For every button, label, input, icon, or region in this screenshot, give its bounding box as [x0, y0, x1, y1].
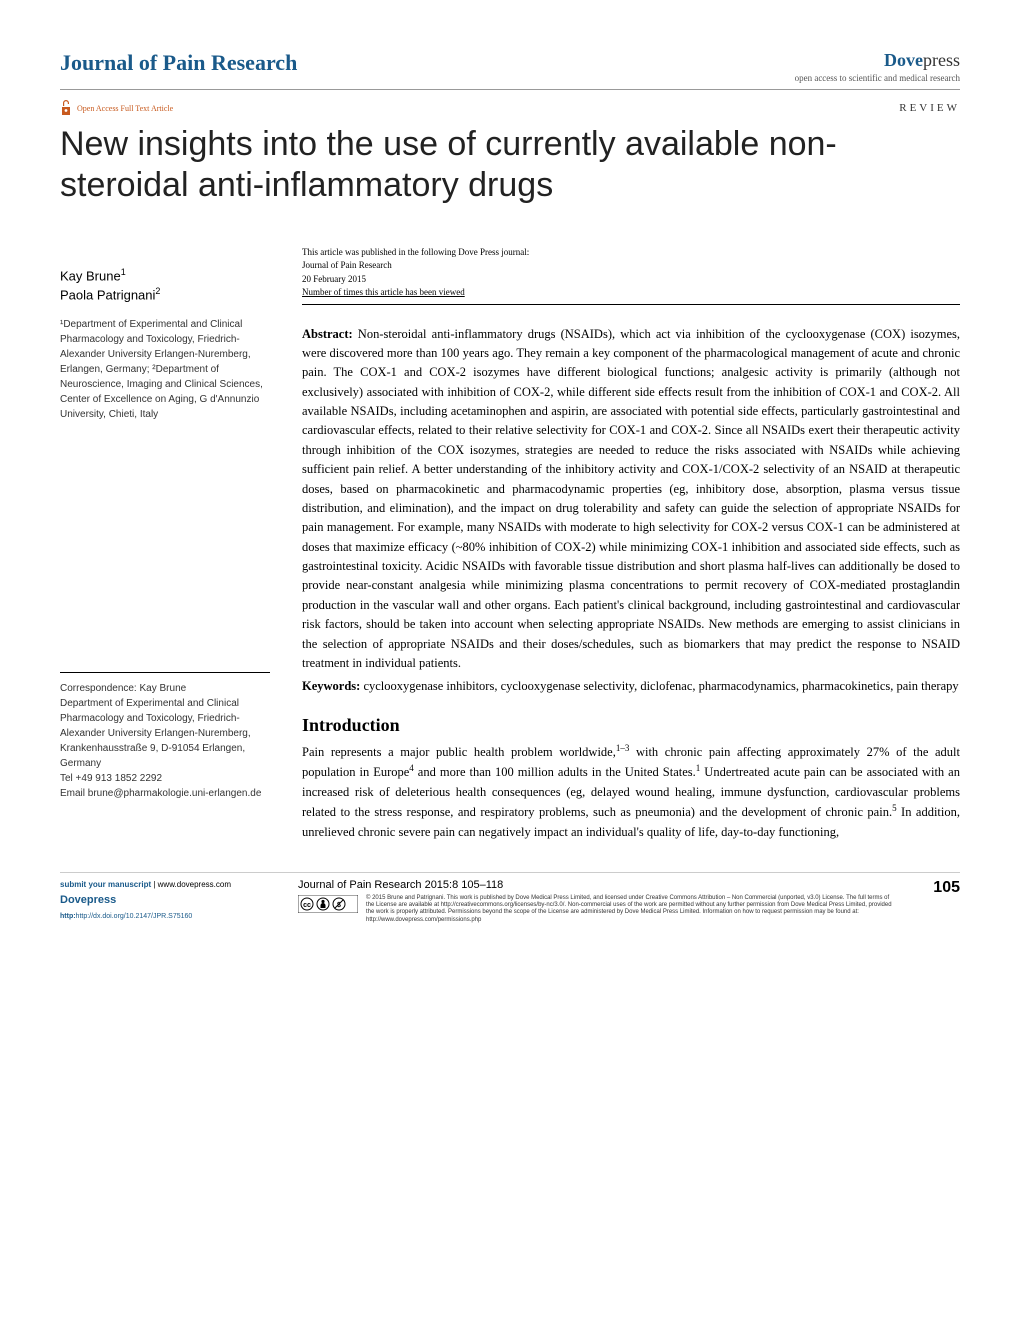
journal-name: Journal of Pain Research	[60, 50, 297, 76]
keywords-label: Keywords:	[302, 679, 360, 693]
authors-block: Kay Brune1 Paola Patrignani2	[60, 266, 270, 306]
article-type: REVIEW	[899, 102, 960, 114]
footer-left: submit your manuscript | www.dovepress.c…	[60, 879, 270, 921]
author-1-name: Kay Brune	[60, 268, 121, 283]
page-footer: submit your manuscript | www.dovepress.c…	[60, 872, 960, 924]
footer-doi[interactable]: http:http://dx.doi.org/10.2147/JPR.S7516…	[60, 912, 270, 922]
abstract-label: Abstract:	[302, 327, 353, 341]
open-access-icon	[60, 100, 72, 116]
publication-info: This article was published in the follow…	[302, 246, 960, 305]
publisher-block: Dovepress open access to scientific and …	[795, 50, 960, 83]
correspondence: Correspondence: Kay Brune Department of …	[60, 672, 270, 801]
pub-info-views-link[interactable]: Number of times this article has been vi…	[302, 286, 960, 300]
intro-text: Pain represents a major public health pr…	[302, 742, 960, 842]
affiliations: ¹Department of Experimental and Clinical…	[60, 317, 270, 422]
pub-info-line2: Journal of Pain Research	[302, 259, 960, 273]
author-2-sup: 2	[155, 286, 160, 296]
footer-dovepress[interactable]: Dovepress	[60, 893, 270, 908]
page-header: Journal of Pain Research Dovepress open …	[60, 50, 960, 90]
open-access-badge: Open Access Full Text Article	[60, 100, 173, 116]
intro-heading: Introduction	[302, 715, 960, 736]
publisher-dove: Dove	[884, 50, 923, 70]
cc-license-icon: cc $	[298, 895, 358, 913]
page-number: 105	[920, 879, 960, 897]
author-1: Kay Brune1	[60, 266, 270, 286]
abstract-text: Non-steroidal anti-inflammatory drugs (N…	[302, 327, 960, 670]
publisher-press: press	[923, 50, 960, 70]
footer-license-text: © 2015 Brune and Patrignani. This work i…	[366, 895, 892, 924]
pub-info-line3: 20 February 2015	[302, 273, 960, 287]
footer-submit-link[interactable]: submit your manuscript	[60, 880, 151, 889]
footer-submit-url: | www.dovepress.com	[151, 880, 231, 889]
subheader-row: Open Access Full Text Article REVIEW	[60, 100, 960, 116]
right-column: This article was published in the follow…	[302, 246, 960, 842]
footer-citation: Journal of Pain Research 2015:8 105–118	[298, 879, 892, 891]
svg-text:cc: cc	[303, 902, 311, 909]
keywords: Keywords: cyclooxygenase inhibitors, cyc…	[302, 677, 960, 696]
left-column: Kay Brune1 Paola Patrignani2 ¹Department…	[60, 246, 270, 842]
pub-info-line1: This article was published in the follow…	[302, 246, 960, 260]
open-access-label: Open Access Full Text Article	[77, 104, 173, 113]
footer-middle: Journal of Pain Research 2015:8 105–118 …	[298, 879, 892, 924]
publisher-tagline: open access to scientific and medical re…	[795, 73, 960, 83]
publisher-name: Dovepress	[795, 50, 960, 71]
abstract: Abstract: Non-steroidal anti-inflammator…	[302, 325, 960, 674]
author-2-name: Paola Patrignani	[60, 288, 155, 303]
author-2: Paola Patrignani2	[60, 285, 270, 305]
author-1-sup: 1	[121, 267, 126, 277]
keywords-text: cyclooxygenase inhibitors, cyclooxygenas…	[360, 679, 958, 693]
article-title: New insights into the use of currently a…	[60, 124, 960, 206]
